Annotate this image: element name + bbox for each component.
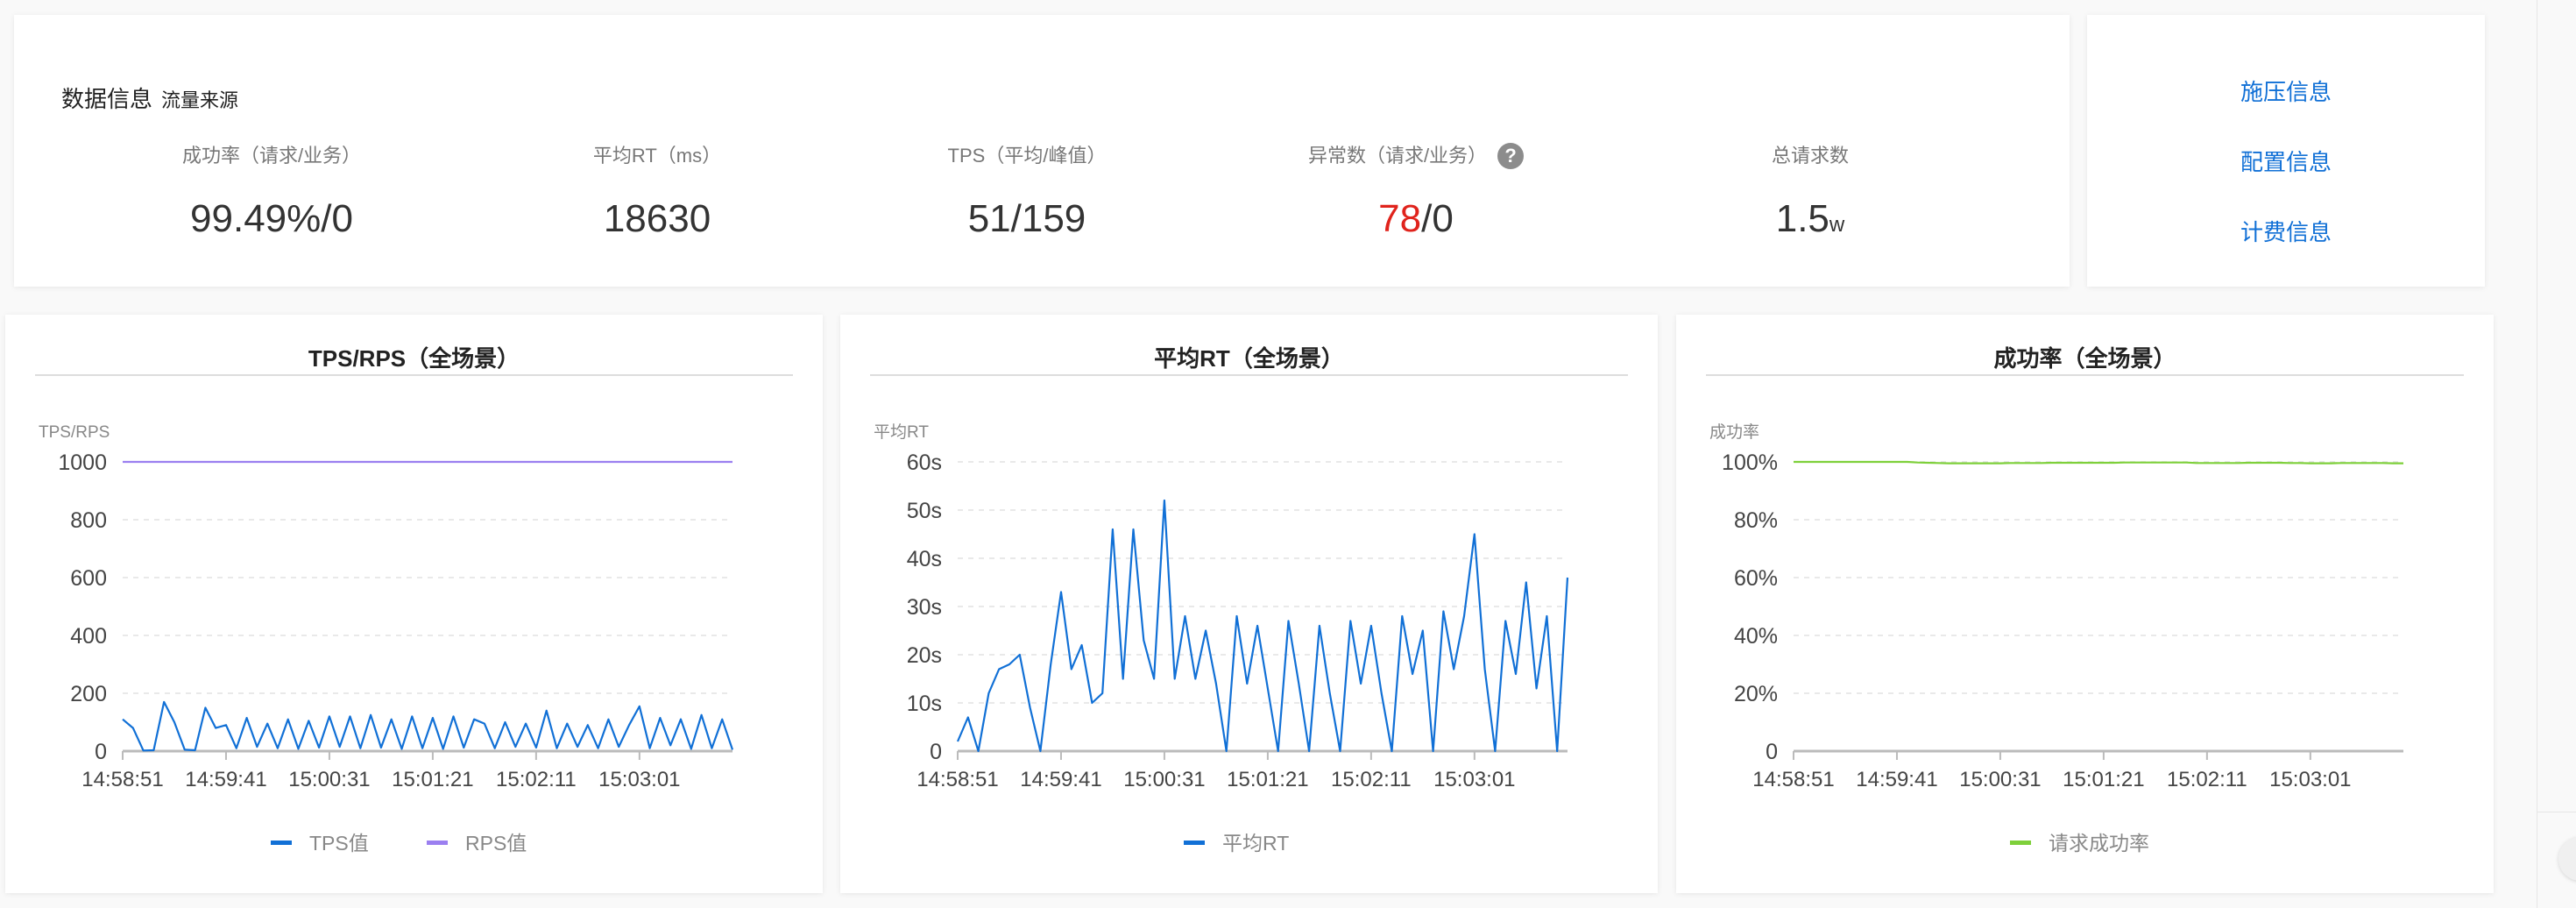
metric-label: 平均RT（ms） <box>592 145 722 167</box>
x-tick-label: 14:59:41 <box>1020 768 1101 791</box>
y-tick-label: 0 <box>930 740 942 764</box>
y-tick-label: 40s <box>907 547 942 571</box>
legend-label: 请求成功率 <box>2049 832 2149 855</box>
metric-label: 成功率（请求/业务） <box>181 145 362 167</box>
x-tick-label: 15:02:11 <box>496 768 577 791</box>
data-info-heading: 数据信息 <box>61 86 153 112</box>
y-tick-label: 400 <box>70 624 107 649</box>
pressure-info-link[interactable]: 施压信息 <box>2240 79 2332 105</box>
chart-title: 平均RT（全场景） <box>1154 345 1344 372</box>
x-tick-label: 14:58:51 <box>916 768 998 791</box>
chart-title: 成功率（全场景） <box>1993 345 2176 372</box>
x-tick-label: 14:59:41 <box>185 768 266 791</box>
x-tick-label: 14:58:51 <box>1752 768 1834 791</box>
metric-value: 1.5w <box>1617 197 2003 241</box>
metric-label: TPS（平均/峰值） <box>947 145 1107 167</box>
x-tick-label: 15:03:01 <box>2269 768 2351 791</box>
y-tick-label: 60% <box>1734 566 1778 591</box>
x-tick-label: 15:01:21 <box>1227 768 1308 791</box>
avg-rt-chart: 平均RT 0 10s 20s 30s 40s 50s 60s 14:58:51 14:59:41 1… <box>874 422 1569 855</box>
exception-business-count: /0 <box>1421 197 1454 240</box>
metric-value: 78/0 <box>1223 197 1609 241</box>
x-tick-label: 15:03:01 <box>1433 768 1515 791</box>
x-tick-label: 15:00:31 <box>1959 768 2041 791</box>
y-axis-title: 成功率 <box>1709 422 1759 442</box>
divider <box>35 374 793 376</box>
total-requests-unit: w <box>1829 213 1845 237</box>
legend-label: RPS值 <box>465 832 527 855</box>
y-tick-label: 100% <box>1722 450 1778 475</box>
metric-value: 18630 <box>603 197 711 240</box>
metric-total-requests: 总请求数 1.5w <box>1617 143 2003 241</box>
y-tick-label: 40% <box>1734 624 1778 649</box>
y-tick-label: 80% <box>1734 508 1778 533</box>
billing-info-link[interactable]: 计费信息 <box>2240 219 2332 245</box>
tps-rps-chart-card: TPS/RPS（全场景） TPS/RPS 0 200 400 600 800 1000 14:… <box>5 315 823 893</box>
y-tick-label: 0 <box>1766 740 1778 764</box>
tps-rps-chart: TPS/RPS 0 200 400 600 800 1000 14:58:51 14:59:41… <box>39 423 734 855</box>
total-requests-value: 1.5 <box>1775 197 1829 240</box>
data-info-card: 数据信息 流量来源 成功率（请求/业务） 99.49%/0 平均RT（ms） 18… <box>14 15 2070 287</box>
y-tick-label: 50s <box>907 499 942 523</box>
x-tick-label: 15:02:11 <box>2167 768 2247 791</box>
x-tick-label: 15:03:01 <box>598 768 680 791</box>
data-info-title: 数据信息 流量来源 <box>61 82 238 114</box>
metric-label-row: 异常数（请求/业务） ? <box>1307 143 1525 169</box>
legend-swatch <box>1184 841 1205 845</box>
y-tick-label: 200 <box>70 682 107 706</box>
legend-swatch <box>271 841 292 845</box>
metric-avg-rt: 平均RT（ms） 18630 <box>464 143 850 241</box>
series-line-平均RT <box>956 499 1569 753</box>
series-line-请求成功率 <box>1794 460 2403 465</box>
legend-label: 平均RT <box>1222 832 1289 855</box>
metric-label: 异常数（请求/业务） <box>1307 145 1488 167</box>
y-axis-title: TPS/RPS <box>39 423 110 442</box>
floating-action-button[interactable] <box>2558 837 2576 881</box>
x-tick-label: 14:59:41 <box>1856 768 1937 791</box>
x-tick-label: 15:02:11 <box>1331 768 1412 791</box>
x-tick-label: 14:58:51 <box>81 768 163 791</box>
x-tick-label: 15:00:31 <box>1123 768 1205 791</box>
legend-swatch <box>427 841 448 845</box>
series-line-TPS值 <box>122 700 734 752</box>
config-info-link[interactable]: 配置信息 <box>2240 149 2332 175</box>
success-rate-chart: 成功率 0 20% 40% 60% 80% 100% 14:58:51 14:59:41 15:0… <box>1709 422 2403 855</box>
exception-request-count[interactable]: 78 <box>1378 197 1422 240</box>
divider <box>870 374 1628 376</box>
x-tick-label: 15:01:21 <box>2063 768 2144 791</box>
y-axis-title: 平均RT <box>874 422 929 442</box>
success-rate-chart-card: 成功率（全场景） 成功率 0 20% 40% 60% 80% 100% 14:58:51 14:… <box>1676 315 2494 893</box>
y-tick-label: 30s <box>907 595 942 620</box>
metric-label: 总请求数 <box>1771 145 1849 167</box>
question-circle-icon[interactable]: ? <box>1497 143 1525 169</box>
divider <box>1706 374 2464 376</box>
legend-swatch <box>2010 841 2031 845</box>
metric-value: 99.49%/0 <box>190 197 353 240</box>
y-tick-label: 600 <box>70 566 107 591</box>
avg-rt-chart-card: 平均RT（全场景） 平均RT 0 10s 20s 30s 40s 50s 60s 14:58:5… <box>840 315 1658 893</box>
legend-label: TPS值 <box>309 832 369 855</box>
y-tick-label: 800 <box>70 508 107 533</box>
traffic-source-link[interactable]: 流量来源 <box>161 89 239 111</box>
metric-value: 51/159 <box>967 197 1086 240</box>
y-tick-label: 0 <box>95 740 107 764</box>
metric-tps: TPS（平均/峰值） 51/159 <box>834 143 1220 241</box>
x-tick-label: 15:01:21 <box>392 768 473 791</box>
metric-exceptions: 异常数（请求/业务） ? 78/0 <box>1223 143 1609 241</box>
y-tick-label: 20% <box>1734 682 1778 706</box>
y-tick-label: 10s <box>907 692 942 716</box>
chart-title: TPS/RPS（全场景） <box>308 345 520 372</box>
y-tick-label: 1000 <box>58 450 107 475</box>
metric-success-rate: 成功率（请求/业务） 99.49%/0 <box>79 143 464 241</box>
x-tick-label: 15:00:31 <box>288 768 370 791</box>
y-tick-label: 60s <box>907 450 942 475</box>
info-links-card: 施压信息 配置信息 计费信息 <box>2087 15 2485 287</box>
y-tick-label: 20s <box>907 643 942 668</box>
